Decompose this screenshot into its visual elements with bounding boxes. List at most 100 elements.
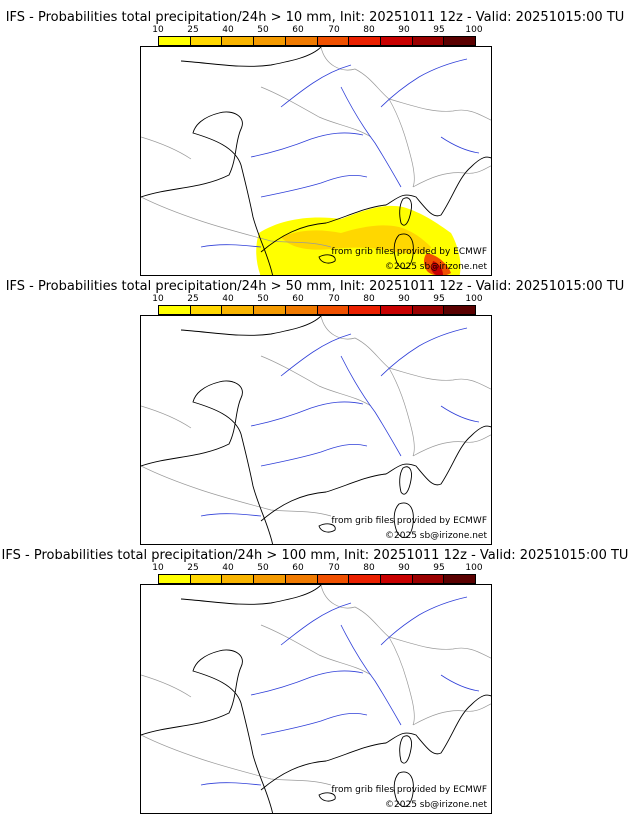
river-line	[200, 513, 262, 517]
coastline	[260, 425, 491, 522]
border-line	[412, 165, 491, 188]
map-frame: from grib files provided by ECMWF ©2025 …	[140, 46, 492, 276]
scale-swatch	[222, 575, 255, 583]
scale-labels: 10 25 40 50 60 70 80 90 95 100	[152, 294, 482, 305]
river-line	[380, 327, 468, 377]
scale-label: 95	[433, 25, 445, 35]
scale-swatch	[222, 306, 255, 314]
scale-swatch	[254, 575, 286, 583]
scale-bar	[158, 36, 476, 46]
scale-swatch	[159, 37, 191, 45]
map-frame: from grib files provided by ECMWF ©2025 …	[140, 315, 492, 545]
panel-title: IFS - Probabilities total precipitation/…	[5, 10, 625, 25]
river-line	[200, 244, 262, 248]
map-panel-50mm: IFS - Probabilities total precipitation/…	[0, 279, 630, 547]
panel-title: IFS - Probabilities total precipitation/…	[5, 279, 625, 294]
probability-color-scale: 10 25 40 50 60 70 80 90 95 100	[152, 294, 483, 315]
island-corsica	[399, 466, 412, 495]
river-line	[280, 602, 352, 646]
scale-swatch	[159, 575, 191, 583]
border-line	[260, 355, 372, 407]
probability-color-scale: 10 25 40 50 60 70 80 90 95 100	[152, 25, 483, 46]
island-balearic	[318, 254, 336, 264]
river-line	[250, 132, 364, 158]
coastline	[141, 380, 273, 544]
scale-bar	[158, 574, 476, 584]
coastline	[141, 111, 273, 275]
scale-label: 80	[363, 294, 375, 304]
copyright-credit: ©2025 sb@irizone.net	[385, 800, 487, 810]
source-credit: from grib files provided by ECMWF	[331, 516, 487, 526]
island-corsica	[399, 197, 412, 226]
river-line	[260, 713, 368, 736]
island-sardinia	[393, 233, 414, 269]
border-line	[141, 136, 192, 160]
scale-label: 100	[465, 294, 483, 304]
scale-swatch	[285, 37, 318, 45]
river-line	[250, 401, 364, 427]
border-line	[141, 405, 192, 429]
scale-label: 80	[363, 563, 375, 573]
scale-swatch	[380, 575, 413, 583]
river-line	[340, 86, 402, 188]
scale-label: 25	[187, 563, 199, 573]
scale-swatch	[412, 575, 445, 583]
river-line	[440, 136, 480, 154]
river-line	[440, 674, 480, 692]
scale-swatch	[317, 306, 350, 314]
scale-label: 60	[292, 294, 304, 304]
scale-label: 70	[328, 563, 340, 573]
scale-labels: 10 25 40 50 60 70 80 90 95 100	[152, 563, 482, 574]
river-line	[200, 782, 262, 786]
scale-label: 50	[257, 25, 269, 35]
border-line	[141, 196, 332, 248]
river-line	[340, 624, 402, 726]
scale-label: 50	[257, 563, 269, 573]
scale-label: 10	[152, 563, 164, 573]
scale-label: 95	[433, 563, 445, 573]
scale-label: 80	[363, 25, 375, 35]
coastline	[180, 47, 322, 67]
scale-swatch	[349, 575, 381, 583]
scale-label: 25	[187, 294, 199, 304]
scale-swatch	[254, 37, 286, 45]
scale-label: 50	[257, 294, 269, 304]
border-line	[412, 434, 491, 457]
copyright-credit: ©2025 sb@irizone.net	[385, 262, 487, 272]
river-line	[340, 355, 402, 457]
panel-title: IFS - Probabilities total precipitation/…	[1, 548, 629, 563]
scale-swatch	[190, 37, 223, 45]
river-line	[380, 596, 468, 646]
border-line	[320, 47, 415, 188]
border-line	[412, 703, 491, 726]
coastline	[180, 585, 322, 605]
scale-label: 90	[398, 294, 410, 304]
scale-label: 40	[222, 563, 234, 573]
coastline	[180, 316, 322, 336]
scale-label: 90	[398, 563, 410, 573]
scale-swatch	[444, 306, 476, 314]
island-corsica	[399, 735, 412, 764]
scale-swatch	[159, 306, 191, 314]
basemap-svg	[141, 47, 491, 275]
scale-swatch	[190, 575, 223, 583]
border-line	[320, 316, 415, 457]
scale-label: 90	[398, 25, 410, 35]
border-line	[388, 98, 491, 121]
map-panel-10mm: IFS - Probabilities total precipitation/…	[0, 10, 630, 278]
scale-swatch	[349, 306, 381, 314]
copyright-credit: ©2025 sb@irizone.net	[385, 531, 487, 541]
scale-bar	[158, 305, 476, 315]
source-credit: from grib files provided by ECMWF	[331, 785, 487, 795]
precip-prob-90-95	[431, 261, 443, 275]
river-line	[440, 405, 480, 423]
border-line	[320, 585, 415, 726]
scale-label: 25	[187, 25, 199, 35]
scale-swatch	[444, 37, 476, 45]
island-balearic	[318, 523, 336, 533]
border-line	[260, 624, 372, 676]
river-line	[280, 64, 352, 108]
probability-color-scale: 10 25 40 50 60 70 80 90 95 100	[152, 563, 483, 584]
border-line	[141, 674, 192, 698]
scale-label: 40	[222, 294, 234, 304]
